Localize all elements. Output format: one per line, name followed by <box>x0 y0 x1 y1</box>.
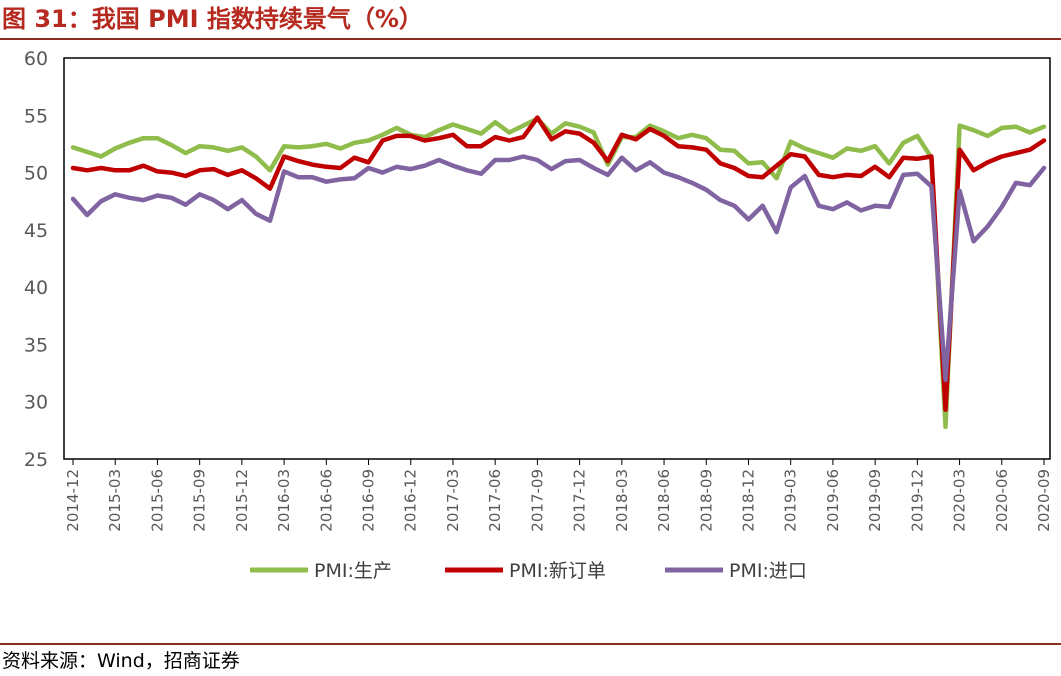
series-line-3 <box>70 154 1047 383</box>
x-tick-label: 2014-12 <box>64 469 82 532</box>
y-tick-label: 25 <box>24 449 48 471</box>
plot-area-border <box>63 57 1051 460</box>
legend-label: PMI:进口 <box>729 560 807 582</box>
x-tick-label: 2019-03 <box>782 469 800 532</box>
x-tick-label: 2017-12 <box>571 469 589 532</box>
x-tick-label: 2020-06 <box>993 469 1011 532</box>
x-tick-label: 2016-03 <box>275 469 293 532</box>
x-tick-label: 2019-06 <box>824 469 842 532</box>
y-tick-label: 60 <box>24 48 48 70</box>
x-tick-label: 2018-03 <box>613 469 631 532</box>
x-tick-label: 2018-12 <box>739 469 757 532</box>
series-line-1 <box>70 116 1047 430</box>
y-tick-label: 40 <box>24 277 48 299</box>
x-tick-label: 2017-06 <box>486 469 504 532</box>
series-line-2 <box>70 115 1047 412</box>
y-tick-label: 45 <box>24 220 48 242</box>
y-tick-label: 30 <box>24 392 48 414</box>
x-tick-label: 2016-06 <box>317 469 335 532</box>
x-tick-label: 2020-03 <box>951 469 969 532</box>
x-tick-label: 2015-06 <box>148 469 166 532</box>
x-tick-label: 2020-09 <box>1035 469 1053 532</box>
x-tick-label: 2017-03 <box>444 469 462 532</box>
x-tick-label: 2017-09 <box>528 469 546 532</box>
y-tick-label: 50 <box>24 163 48 185</box>
series-layer <box>70 115 1047 430</box>
x-tick-label: 2018-06 <box>655 469 673 532</box>
x-tick-label: 2019-12 <box>908 469 926 532</box>
x-tick-label: 2016-12 <box>402 469 420 532</box>
x-tick-label: 2016-09 <box>360 469 378 532</box>
x-tick-label: 2015-03 <box>106 469 124 532</box>
y-tick-label: 35 <box>24 334 48 356</box>
source-note: 资料来源：Wind，招商证券 <box>2 650 240 672</box>
x-tick-label: 2015-09 <box>191 469 209 532</box>
title-divider <box>0 38 1061 40</box>
x-tick-label: 2015-12 <box>233 469 251 532</box>
x-tick-label: 2019-09 <box>866 469 884 532</box>
x-tick-label: 2018-09 <box>697 469 715 532</box>
y-axis: 25 30 35 40 45 50 55 60 <box>24 48 48 471</box>
chart-legend: PMI:生产 PMI:新订单 PMI:进口 <box>250 560 807 582</box>
chart-title: 图 31：我国 PMI 指数持续景气（%） <box>2 5 423 33</box>
y-tick-label: 55 <box>24 105 48 127</box>
x-axis: 2014-12 2015-03 2015-06 2015-09 2015-12 2016-… <box>64 459 1053 532</box>
source-divider <box>0 643 1061 645</box>
legend-label: PMI:新订单 <box>509 560 606 582</box>
legend-label: PMI:生产 <box>314 560 392 582</box>
